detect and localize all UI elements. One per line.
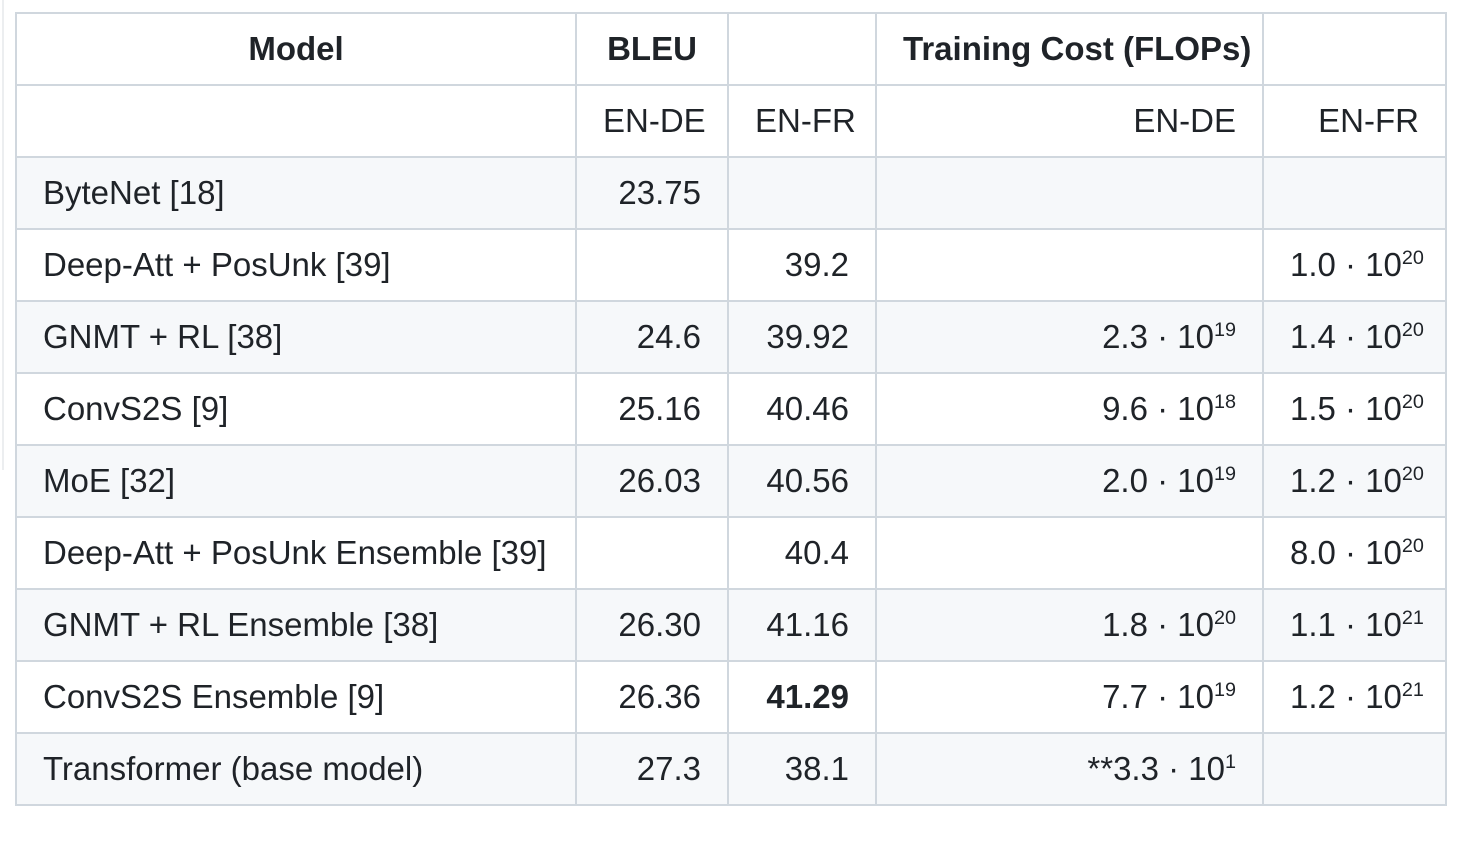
table-row: Deep-Att + PosUnk Ensemble [39] 40.4 8.0 ·… <box>15 516 1447 590</box>
value-cell <box>875 156 1264 230</box>
value-cell: 24.6 <box>575 300 729 374</box>
value-cell: 1.0 · 1020 <box>1262 228 1447 302</box>
exponent: 20 <box>1401 391 1424 413</box>
exponent: 20 <box>1401 319 1424 341</box>
value-cell <box>575 516 729 590</box>
value-cell <box>1262 156 1447 230</box>
value-cell: 26.36 <box>575 660 729 734</box>
value-cell: 1.8 · 1020 <box>875 588 1264 662</box>
bold-value: 41.29 <box>766 678 849 715</box>
value-cell: 1.1 · 1021 <box>1262 588 1447 662</box>
table-row: ConvS2S [9] 25.16 40.46 9.6 · 1018 1.5 · 102… <box>15 372 1447 446</box>
value-cell: 2.0 · 1019 <box>875 444 1264 518</box>
value-cell: 40.56 <box>727 444 877 518</box>
value-cell: 41.16 <box>727 588 877 662</box>
value-cell: 1.5 · 1020 <box>1262 372 1447 446</box>
header-spacer-cost <box>1262 12 1447 86</box>
subheader-cell: EN-FR <box>727 84 877 158</box>
model-cell: GNMT + RL Ensemble [38] <box>15 588 577 662</box>
model-cell: Deep-Att + PosUnk [39] <box>15 228 577 302</box>
subheader-cell <box>15 84 577 158</box>
table-row: GNMT + RL [38] 24.6 39.92 2.3 · 1019 1.4 · 1… <box>15 300 1447 374</box>
value-cell: 40.46 <box>727 372 877 446</box>
model-cell: Deep-Att + PosUnk Ensemble [39] <box>15 516 577 590</box>
header-bleu: BLEU <box>575 12 729 86</box>
table-row: Deep-Att + PosUnk [39] 39.2 1.0 · 1020 <box>15 228 1447 302</box>
value-cell: 39.92 <box>727 300 877 374</box>
value-cell: 39.2 <box>727 228 877 302</box>
value-cell: 40.4 <box>727 516 877 590</box>
value-cell: 25.16 <box>575 372 729 446</box>
value-cell: 1.2 · 1020 <box>1262 444 1447 518</box>
model-comparison-table: Model BLEU Training Cost (FLOPs) EN-DE EN… <box>15 12 1447 806</box>
header-training-cost: Training Cost (FLOPs) <box>875 12 1264 86</box>
value-cell: 27.3 <box>575 732 729 806</box>
value-cell: 7.7 · 1019 <box>875 660 1264 734</box>
value-cell <box>1262 732 1447 806</box>
value-cell: 9.6 · 1018 <box>875 372 1264 446</box>
value-cell: 2.3 · 1019 <box>875 300 1264 374</box>
model-cell: ConvS2S [9] <box>15 372 577 446</box>
header-model: Model <box>15 12 577 86</box>
value-cell: 23.75 <box>575 156 729 230</box>
subheader-cell: EN-DE <box>875 84 1264 158</box>
header-spacer-bleu <box>727 12 877 86</box>
table-row: MoE [32] 26.03 40.56 2.0 · 1019 1.2 · 1020 <box>15 444 1447 518</box>
exponent: 1 <box>1224 751 1236 773</box>
table-row: Transformer (base model) 27.3 38.1 **3.3 · … <box>15 732 1447 806</box>
value-cell <box>875 516 1264 590</box>
model-cell: MoE [32] <box>15 444 577 518</box>
model-cell: ByteNet [18] <box>15 156 577 230</box>
model-cell: ConvS2S Ensemble [9] <box>15 660 577 734</box>
value-cell <box>575 228 729 302</box>
subheader-cell: EN-DE <box>575 84 729 158</box>
model-cell: Transformer (base model) <box>15 732 577 806</box>
exponent: 20 <box>1401 247 1424 269</box>
window-edge-line <box>2 0 4 470</box>
table-row: GNMT + RL Ensemble [38] 26.30 41.16 1.8 · 1… <box>15 588 1447 662</box>
value-cell: 1.2 · 1021 <box>1262 660 1447 734</box>
subheader-row: EN-DE EN-FR EN-DE EN-FR <box>15 84 1447 158</box>
value-cell: 1.4 · 1020 <box>1262 300 1447 374</box>
exponent: 20 <box>1401 535 1424 557</box>
table-header: Model BLEU Training Cost (FLOPs) <box>15 12 1447 86</box>
exponent: 21 <box>1401 607 1424 629</box>
value-cell: 38.1 <box>727 732 877 806</box>
table-row: ConvS2S Ensemble [9] 26.36 41.29 7.7 · 1019… <box>15 660 1447 734</box>
exponent: 19 <box>1213 319 1236 341</box>
subheader-cell: EN-FR <box>1262 84 1447 158</box>
exponent: 19 <box>1213 463 1236 485</box>
exponent: 19 <box>1213 679 1236 701</box>
value-cell <box>727 156 877 230</box>
table-row: ByteNet [18] 23.75 <box>15 156 1447 230</box>
value-cell: **3.3 · 101 <box>875 732 1264 806</box>
table-body: EN-DE EN-FR EN-DE EN-FR ByteNet [18] 23.75 Dee… <box>15 84 1447 806</box>
value-cell: 26.30 <box>575 588 729 662</box>
value-cell <box>875 228 1264 302</box>
exponent: 18 <box>1213 391 1236 413</box>
model-cell: GNMT + RL [38] <box>15 300 577 374</box>
exponent: 20 <box>1401 463 1424 485</box>
exponent: 20 <box>1213 607 1236 629</box>
value-cell: 26.03 <box>575 444 729 518</box>
value-cell: 8.0 · 1020 <box>1262 516 1447 590</box>
header-row: Model BLEU Training Cost (FLOPs) <box>15 12 1447 86</box>
exponent: 21 <box>1401 679 1424 701</box>
value-cell: 41.29 <box>727 660 877 734</box>
